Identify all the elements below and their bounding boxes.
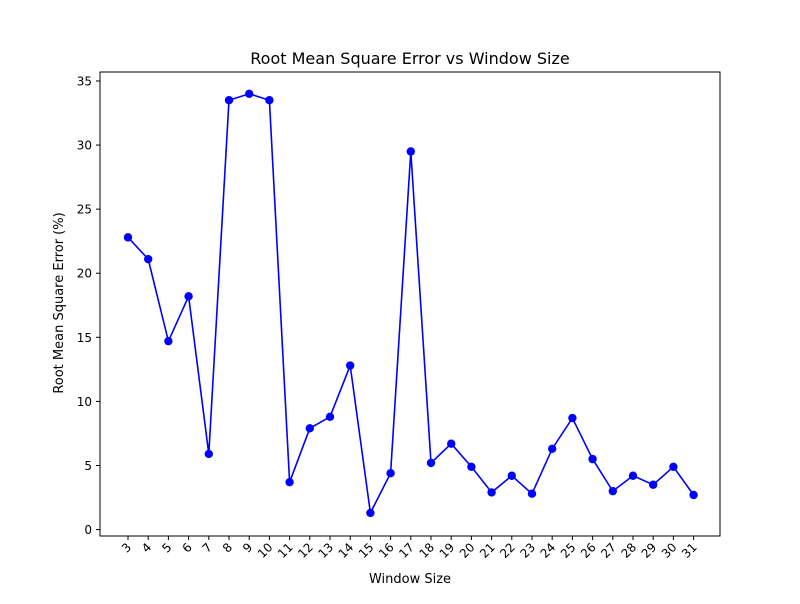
x-axis-label: Window Size — [369, 572, 451, 587]
x-tick-label: 29 — [639, 540, 660, 561]
data-point — [224, 95, 234, 105]
data-point — [265, 95, 274, 105]
x-tick-label: 13 — [315, 540, 336, 561]
data-point — [406, 147, 415, 156]
data-point — [447, 439, 456, 448]
data-point — [245, 89, 254, 98]
x-tick-label: 6 — [179, 540, 194, 555]
x-tick-label: 15 — [356, 540, 377, 561]
data-point — [467, 462, 476, 471]
x-tick-label: 7 — [200, 540, 215, 555]
x-tick-label: 17 — [396, 540, 417, 561]
y-axis-label: Root Mean Square Error (%) — [52, 212, 67, 393]
data-point — [325, 412, 335, 421]
y-tick-label: 15 — [77, 331, 92, 345]
data-point — [164, 336, 173, 346]
data-point — [386, 468, 395, 478]
y-tick-label: 0 — [84, 523, 92, 537]
data-point — [568, 413, 577, 423]
data-point — [426, 458, 436, 468]
plot-frame — [99, 71, 721, 537]
data-point — [123, 233, 133, 242]
y-tick-label: 30 — [77, 139, 92, 153]
data-point — [608, 486, 617, 496]
x-tick-label: 24 — [538, 540, 559, 561]
x-tick-label: 5 — [159, 540, 174, 555]
data-point — [184, 292, 193, 301]
x-tick-label: 18 — [416, 540, 437, 561]
x-tick-label: 28 — [618, 540, 639, 561]
x-tick-label: 14 — [336, 540, 357, 561]
data-point — [144, 254, 153, 264]
x-tick-label: 11 — [275, 540, 296, 561]
data-point — [305, 424, 314, 433]
x-tick-label: 31 — [679, 540, 700, 561]
data-point — [487, 488, 496, 497]
x-tick-label: 12 — [295, 540, 316, 561]
x-tick-label: 26 — [578, 540, 599, 561]
data-point — [346, 361, 355, 370]
y-tick-label: 20 — [77, 267, 92, 281]
data-point — [588, 454, 597, 464]
data-point — [689, 490, 698, 500]
series-line — [123, 89, 698, 518]
series-path — [127, 92, 695, 516]
data-point — [527, 489, 537, 498]
data-point — [285, 477, 294, 487]
data-point — [507, 471, 516, 480]
x-tick-label: 22 — [497, 540, 518, 561]
data-point — [366, 508, 375, 518]
x-tick-label: 23 — [517, 540, 538, 561]
x-tick-label: 4 — [139, 540, 154, 555]
data-point — [649, 480, 658, 489]
x-tick-label: 19 — [437, 540, 458, 561]
data-point — [628, 471, 638, 480]
x-tick-label: 3 — [119, 540, 134, 555]
x-tick-label: 30 — [659, 540, 680, 561]
data-point — [669, 462, 678, 471]
y-tick-label: 35 — [77, 74, 92, 88]
x-tick-label: 9 — [240, 540, 255, 555]
x-tick-label: 25 — [558, 540, 579, 561]
y-tick-label: 25 — [77, 203, 92, 217]
x-tick-label: 21 — [477, 540, 498, 561]
x-tick-label: 27 — [598, 540, 619, 561]
data-point — [548, 444, 557, 454]
x-tick-label: 8 — [220, 540, 235, 555]
x-tick-label: 20 — [457, 540, 478, 561]
y-tick-label: 10 — [77, 395, 92, 409]
x-tick-label: 16 — [376, 540, 397, 561]
x-tick-label: 10 — [255, 540, 276, 561]
y-tick-label: 5 — [84, 459, 92, 473]
data-point — [204, 449, 213, 459]
chart-title: Root Mean Square Error vs Window Size — [250, 49, 569, 68]
